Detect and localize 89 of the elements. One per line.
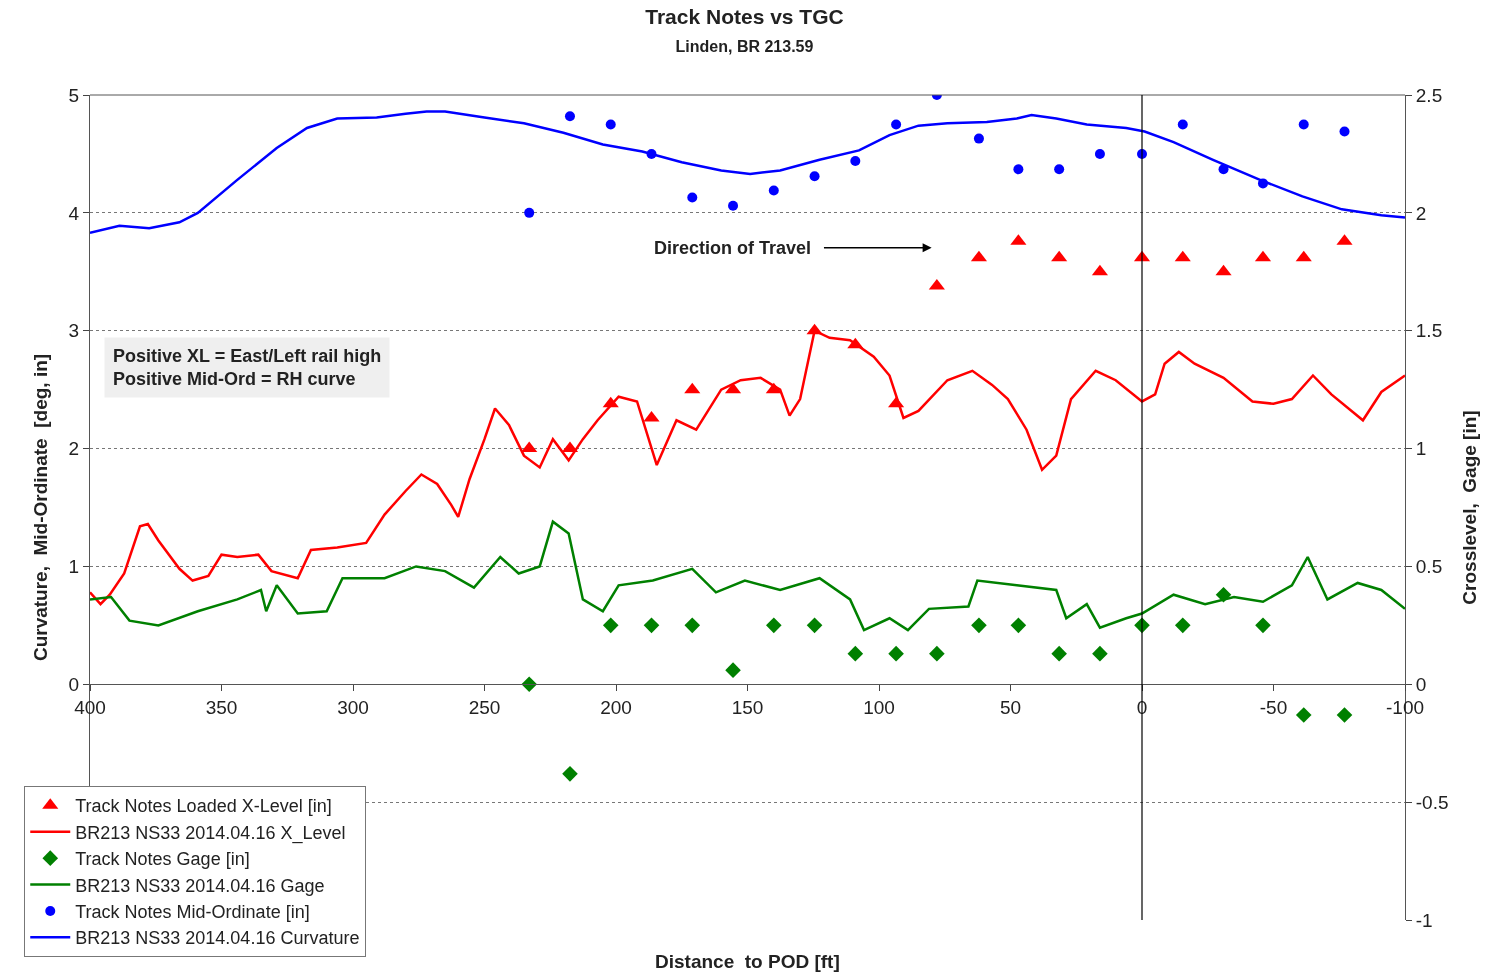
point (643, 617, 660, 634)
point (847, 337, 864, 349)
x-tick-label: 300 (337, 697, 369, 719)
point (725, 662, 741, 678)
legend-label: BR213 NS33 2014.04.16 Curvature (75, 928, 360, 949)
point (1298, 119, 1309, 130)
point (684, 382, 701, 394)
point (602, 617, 619, 634)
y2-tick-label: 2.5 (1415, 84, 1443, 106)
x-tick-label: 100 (863, 697, 895, 719)
legend-label: Track Notes Gage [in] (75, 849, 250, 870)
point (766, 617, 782, 634)
point (768, 185, 779, 196)
point (564, 111, 575, 122)
point (1091, 264, 1108, 276)
point (847, 645, 864, 662)
point (973, 133, 984, 144)
point (888, 645, 904, 662)
x-tick-label: -50 (1259, 697, 1288, 719)
x-tick-label: 150 (731, 697, 764, 719)
point (850, 156, 861, 166)
y2-tick-label: 1 (1415, 438, 1427, 460)
point (1218, 164, 1229, 175)
point (1215, 586, 1232, 603)
line-series (90, 520, 1405, 632)
y2-axis-title: Crosslevel, Gage [in] (1459, 410, 1481, 605)
point (684, 617, 701, 634)
point (646, 148, 657, 159)
point (728, 200, 739, 211)
chart-title: Track Notes vs TGC (645, 5, 844, 29)
point (1255, 617, 1271, 634)
point (1339, 126, 1350, 137)
point (524, 207, 535, 218)
x-tick-label: 250 (468, 697, 501, 719)
point (1092, 645, 1108, 662)
legend-label: Track Notes Mid-Ordinate [in] (75, 901, 310, 922)
y-tick-label: 2 (68, 438, 80, 460)
point (971, 617, 987, 634)
y2-tick-label: 0.5 (1415, 556, 1443, 578)
y-axis-title: Curvature, Mid-Ordinate [deg, in] (30, 353, 52, 662)
point (1013, 164, 1024, 175)
point (643, 410, 660, 422)
y2-tick-label: 0 (1415, 673, 1427, 695)
annotation: Direction of Travel (654, 238, 812, 258)
point (1051, 645, 1067, 662)
point (1177, 119, 1188, 130)
x-tick-label: 200 (600, 697, 632, 719)
point (1051, 250, 1068, 262)
point (809, 171, 820, 182)
point (1295, 250, 1312, 262)
y2-tick-label: -0.5 (1415, 791, 1449, 813)
point (806, 617, 823, 634)
point (888, 396, 905, 408)
point (806, 323, 823, 335)
x-tick-label: 350 (205, 697, 238, 719)
line-series (90, 110, 1405, 235)
annotation: Positive XL = East/Left rail high Positive Mid-Ord = RH curve (113, 346, 382, 390)
legend-label: BR213 NS33 2014.04.16 X_Level (75, 822, 346, 844)
y-tick-label: 1 (68, 556, 80, 578)
y2-tick-label: 2 (1415, 202, 1427, 224)
point (605, 119, 616, 130)
point (687, 192, 698, 203)
point (602, 396, 619, 408)
point (1257, 178, 1268, 189)
point (929, 645, 945, 662)
point (1054, 164, 1065, 175)
point (1174, 250, 1191, 262)
point (562, 766, 578, 782)
y-tick-label: 4 (68, 202, 80, 224)
chart-subtitle: Linden, BR 213.59 (675, 37, 814, 55)
point (1215, 264, 1232, 276)
point (1094, 148, 1105, 159)
y-tick-label: 3 (68, 320, 80, 342)
point (928, 278, 945, 290)
point (891, 119, 902, 130)
point (521, 441, 538, 453)
y-tick-label: 0 (68, 673, 80, 695)
x-tick-label: 50 (999, 697, 1022, 719)
point (1336, 707, 1353, 723)
y2-tick-label: -1 (1415, 909, 1433, 931)
y-tick-label: 5 (68, 84, 80, 106)
point (1295, 707, 1312, 723)
x-axis-title: Distance to POD [ft] (655, 951, 840, 972)
point (765, 382, 782, 394)
legend-label: Track Notes Loaded X-Level [in] (75, 796, 332, 817)
legend-label: BR213 NS33 2014.04.16 Gage (75, 875, 325, 896)
point (1174, 617, 1191, 634)
y2-tick-label: 1.5 (1415, 320, 1443, 342)
point (1010, 617, 1027, 634)
